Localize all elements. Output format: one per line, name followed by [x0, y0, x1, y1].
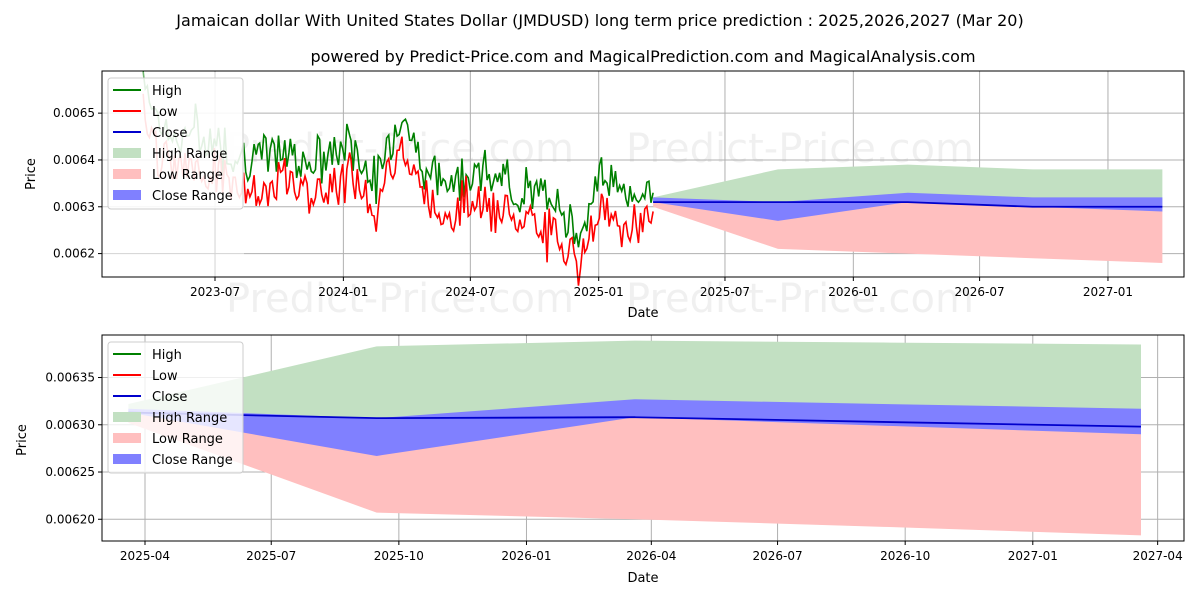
- p2-x-tick-label: 2026-10: [880, 549, 930, 563]
- bottom-close-range: [128, 399, 1141, 456]
- bottom-legend-box: [107, 341, 244, 474]
- top-legend-swatch: [113, 148, 141, 158]
- bottom-legend: High Low Close High Range Low Range Close Ran…: [107, 341, 244, 474]
- p1-x-tick-label: 2027-01: [1083, 285, 1133, 299]
- p2-x-tick-label: 2025-07: [246, 549, 296, 563]
- p1-x-tick-label: 2026-01: [828, 285, 878, 299]
- p1-y-tick-label: 0.0062: [53, 247, 95, 261]
- top-watermark-2: Predict-Price.com: [626, 126, 974, 172]
- top-watermark-4: Predict-Price.com: [626, 276, 974, 322]
- p1-x-tick-label: 2025-07: [700, 285, 750, 299]
- bottom-y-axis-label: Price: [15, 424, 30, 456]
- top-legend-swatch: [113, 190, 141, 200]
- bottom-legend-swatch: [113, 454, 141, 464]
- top-plot-border: [101, 70, 1185, 278]
- bottom-legend-label: High: [152, 348, 182, 363]
- top-legend-label: High: [152, 84, 182, 99]
- top-legend-label: Close Range: [152, 189, 233, 204]
- top-legend-box: [107, 77, 244, 210]
- top-legend-swatch: [113, 169, 141, 179]
- p1-x-tick-label: 2024-07: [445, 285, 495, 299]
- top-y-axis-label: Price: [24, 158, 39, 190]
- top-high-range: [653, 164, 1163, 207]
- top-legend: High Low Close High Range Low Range Close Ran…: [107, 77, 244, 210]
- p1-x-tick-label: 2026-07: [955, 285, 1005, 299]
- bottom-legend-label: Low Range: [152, 432, 223, 447]
- top-legend-label: High Range: [152, 147, 227, 162]
- top-x-axis-label: Date: [627, 306, 658, 321]
- top-watermark-3: Predict-Price.com: [226, 276, 574, 322]
- p1-x-tick-label: 2025-01: [574, 285, 624, 299]
- top-legend-label: Close: [152, 126, 187, 141]
- p2-x-tick-label: 2027-01: [1008, 549, 1058, 563]
- p1-y-tick-label: 0.0063: [53, 200, 95, 214]
- top-legend-label: Low: [152, 105, 178, 120]
- chart-title: Jamaican dollar With United States Dolla…: [175, 11, 1023, 30]
- p2-y-tick-label: 0.00620: [45, 512, 95, 526]
- p1-y-tick-label: 0.0064: [53, 153, 95, 167]
- p2-y-tick-label: 0.00625: [45, 465, 95, 479]
- top-legend-label: Low Range: [152, 168, 223, 183]
- p1-x-tick-label: 2023-07: [190, 285, 240, 299]
- top-close-line: [653, 201, 1163, 208]
- bottom-x-axis-label: Date: [627, 571, 658, 586]
- p2-y-tick-label: 0.00635: [45, 371, 95, 385]
- p2-y-tick-label: 0.00630: [45, 418, 95, 432]
- bottom-plot-border: [101, 334, 1185, 542]
- p2-x-tick-label: 2027-04: [1133, 549, 1183, 563]
- p2-x-tick-label: 2026-01: [501, 549, 551, 563]
- bottom-legend-label: High Range: [152, 411, 227, 426]
- p1-y-tick-label: 0.0065: [53, 106, 95, 120]
- top-close-range: [653, 192, 1163, 221]
- p2-x-tick-label: 2025-04: [120, 549, 170, 563]
- p2-x-tick-label: 2026-04: [626, 549, 676, 563]
- bottom-legend-label: Close Range: [152, 453, 233, 468]
- bottom-legend-swatch: [113, 433, 141, 443]
- p2-x-tick-label: 2025-10: [374, 549, 424, 563]
- chart-subtitle: powered by Predict-Price.com and Magical…: [310, 47, 975, 66]
- bottom-legend-swatch: [113, 412, 141, 422]
- top-panel: Predict-Price.com Predict-Price.com Pred…: [24, 70, 1185, 322]
- bottom-legend-label: Low: [152, 369, 178, 384]
- bottom-panel: Predict-Price.com Predict-Price.com 2025…: [15, 334, 1185, 586]
- bottom-legend-label: Close: [152, 390, 187, 405]
- bottom-close-line: [128, 411, 1142, 428]
- p2-x-tick-label: 2026-07: [752, 549, 802, 563]
- p1-x-tick-label: 2024-01: [318, 285, 368, 299]
